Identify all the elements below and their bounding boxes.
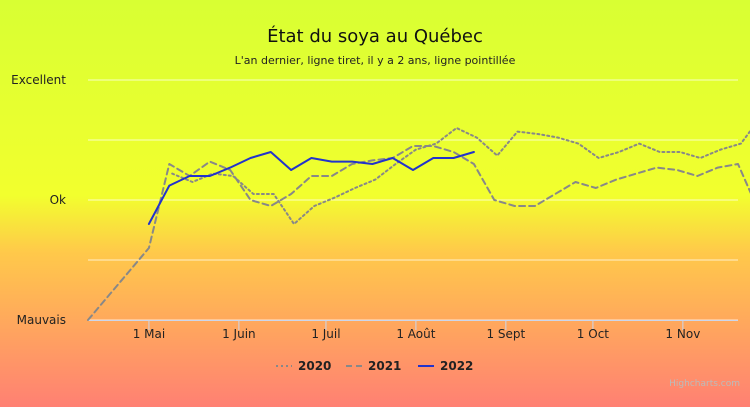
- legend-item-2022[interactable]: 2022: [418, 359, 473, 373]
- chart-subtitle: L'an dernier, ligne tiret, il y a 2 ans,…: [235, 54, 516, 67]
- legend-label: 2020: [298, 359, 331, 373]
- x-tick-label: 1 Juin: [222, 327, 256, 341]
- x-tick-label: 1 Oct: [577, 327, 609, 341]
- legend-item-2020[interactable]: 2020: [276, 359, 331, 373]
- credit-text[interactable]: Highcharts.com: [669, 379, 740, 389]
- chart-title: État du soya au Québec: [267, 25, 483, 47]
- series-group: [87, 127, 750, 321]
- legend-label: 2021: [368, 359, 401, 373]
- x-tick-label: 1 Juil: [311, 327, 340, 341]
- x-tick-label: 1 Août: [396, 327, 435, 341]
- x-tick-label: 1 Mai: [133, 327, 166, 341]
- x-tick-label: 1 Nov: [665, 327, 700, 341]
- y-tick-label: Ok: [50, 193, 66, 207]
- y-tick-label: Excellent: [11, 73, 66, 87]
- series-line-2020[interactable]: [171, 127, 750, 225]
- legend: 2020 2021 2022: [276, 359, 473, 373]
- x-tick-label: 1 Sept: [486, 327, 525, 341]
- legend-label: 2022: [440, 359, 473, 373]
- x-axis: 1 Mai 1 Juin 1 Juil 1 Août 1 Sept 1 Oct 1 Nov: [88, 320, 738, 341]
- series-line-2021[interactable]: [87, 145, 750, 321]
- y-axis-labels: Mauvais Ok Excellent: [11, 73, 66, 327]
- series-line-2022[interactable]: [147, 151, 475, 225]
- y-tick-label: Mauvais: [17, 313, 66, 327]
- legend-item-2021[interactable]: 2021: [346, 359, 401, 373]
